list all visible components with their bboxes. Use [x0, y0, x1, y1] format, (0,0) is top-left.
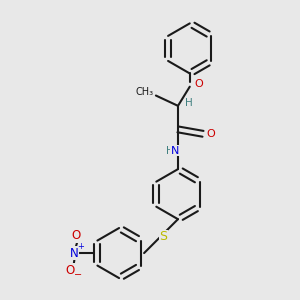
Text: N: N — [171, 146, 179, 156]
Text: +: + — [77, 242, 84, 251]
Text: O: O — [195, 79, 203, 89]
Text: H: H — [166, 146, 174, 156]
Text: H: H — [185, 98, 193, 109]
Text: S: S — [159, 230, 167, 243]
Text: −: − — [74, 270, 82, 280]
Text: N: N — [70, 247, 79, 260]
Text: O: O — [207, 129, 216, 139]
Text: CH₃: CH₃ — [135, 87, 154, 97]
Text: O: O — [65, 264, 74, 277]
Text: O: O — [71, 230, 80, 242]
